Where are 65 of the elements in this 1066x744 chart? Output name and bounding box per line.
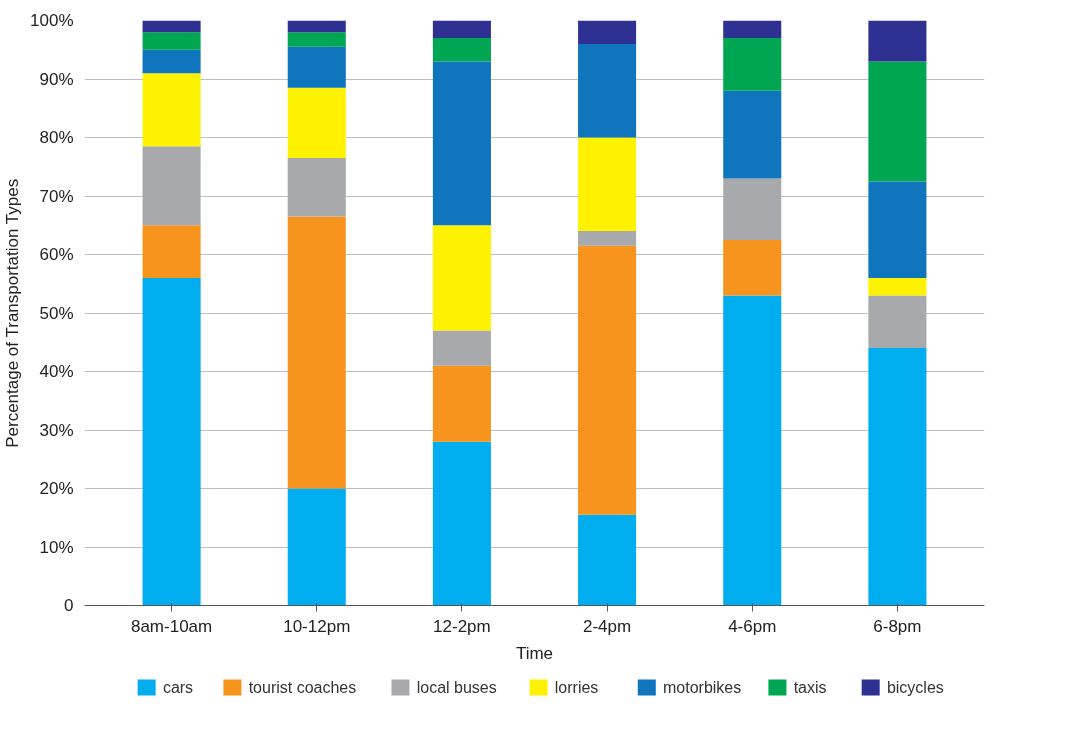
y-tick-label: 100% <box>30 11 74 30</box>
y-tick-label: 50% <box>39 303 74 323</box>
bar <box>432 38 491 62</box>
y-tick-label: 90% <box>39 69 74 89</box>
bar <box>578 43 637 138</box>
bar <box>723 38 782 91</box>
legend-label: lorries <box>554 679 599 696</box>
bar <box>868 348 927 606</box>
bar <box>723 239 782 296</box>
legend-label: bicycles <box>886 679 944 696</box>
bar <box>578 514 637 606</box>
bar <box>287 488 346 606</box>
x-tick-label: 8am-10am <box>130 616 213 636</box>
bar <box>142 146 201 226</box>
bar <box>142 32 201 50</box>
bar <box>142 225 201 278</box>
bar <box>723 178 782 240</box>
y-tick-label: 60% <box>39 245 74 264</box>
legend-label: cars <box>162 679 194 696</box>
bar <box>868 61 927 182</box>
y-tick-label: 30% <box>39 420 74 440</box>
bar <box>142 49 201 74</box>
y-tick-label: 40% <box>39 362 74 381</box>
legend-label: local buses <box>416 679 497 696</box>
bar <box>142 277 201 606</box>
bar <box>432 330 491 366</box>
bar <box>287 20 346 33</box>
y-axis-title: Percentage of Transportation Types <box>3 178 23 448</box>
x-tick-label: 6-8pm <box>873 616 922 636</box>
bar <box>432 20 491 39</box>
bar <box>578 245 637 515</box>
bar <box>432 61 491 226</box>
legend-label: taxis <box>793 679 827 696</box>
bar <box>142 20 201 33</box>
bar <box>287 32 346 47</box>
bar <box>723 90 782 179</box>
bar <box>578 231 637 246</box>
y-tick-label: 0 <box>64 596 74 615</box>
legend-label: motorbikes <box>663 679 742 696</box>
legend-label: tourist coaches <box>248 679 357 696</box>
bar <box>287 216 346 489</box>
bar <box>432 365 491 442</box>
y-tick-label: 70% <box>39 186 74 206</box>
bar <box>142 73 201 147</box>
y-tick-label: 80% <box>39 128 74 147</box>
bar <box>432 225 491 331</box>
x-axis-title: Time <box>515 643 554 663</box>
bar <box>578 137 637 232</box>
bar <box>868 181 927 278</box>
bar <box>432 441 491 606</box>
x-tick-label: 2-4pm <box>582 616 632 636</box>
bar <box>287 87 346 158</box>
bar <box>287 157 346 217</box>
y-tick-label: 20% <box>39 479 74 498</box>
bar <box>578 20 637 44</box>
y-tick-label: 10% <box>39 537 74 557</box>
bar <box>723 20 782 39</box>
bar <box>287 46 346 88</box>
bar <box>868 295 927 349</box>
x-tick-label: 4-6pm <box>728 616 777 636</box>
bar <box>868 277 927 296</box>
bar <box>868 20 927 62</box>
x-tick-label: 12-2pm <box>433 616 491 636</box>
bar <box>723 295 782 606</box>
x-tick-label: 10-12pm <box>283 616 351 636</box>
